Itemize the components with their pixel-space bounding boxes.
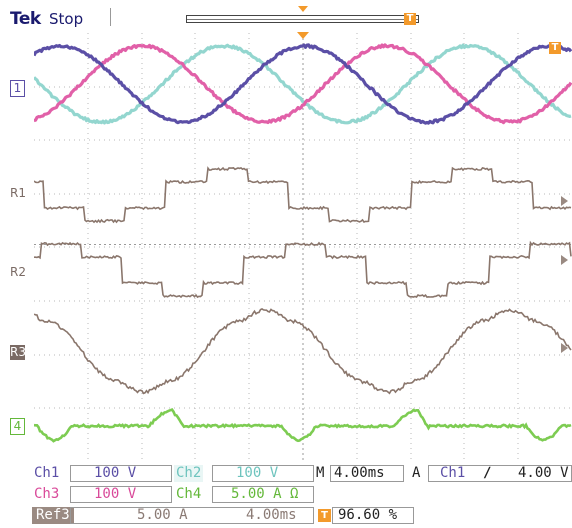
trigger-position-badge: T <box>316 507 333 524</box>
acquisition-state: Stop <box>49 10 83 28</box>
readout-row-2: Ch3 100 V Ch4 5.00 A Ω <box>0 486 572 503</box>
record-view-window[interactable] <box>186 15 419 23</box>
ch3-label[interactable]: Ch3 <box>32 486 61 503</box>
ref2-offscreen-arrow-icon <box>561 255 568 265</box>
timebase-value: 4.00ms <box>332 465 387 482</box>
ref3-label[interactable]: Ref3 <box>32 507 74 524</box>
horizontal-position: 96.60 % <box>336 507 399 524</box>
ch1-scale: 100 V <box>92 465 138 482</box>
ch4-scale: 5.00 A Ω <box>229 486 300 503</box>
graticule <box>34 33 572 462</box>
record-trigger-arrow-icon <box>298 6 308 12</box>
ch1-label[interactable]: Ch1 <box>32 465 61 482</box>
trigger-position-arrow-icon <box>297 32 309 39</box>
waveform-display[interactable] <box>34 33 572 462</box>
ch4-label[interactable]: Ch4 <box>174 486 203 503</box>
status-bar: Tek Stop T <box>0 0 572 30</box>
divider <box>110 8 111 26</box>
trigger-t-icon: T <box>318 509 331 522</box>
trigger-level: 4.00 V <box>516 465 571 482</box>
ref3-horizontal-scale: 4.00ms <box>244 507 299 524</box>
trigger-mode: A <box>410 465 422 482</box>
ref3-vertical-scale: 5.00 A <box>135 507 190 524</box>
ch4-marker[interactable]: 4 <box>10 418 25 435</box>
trigger-position-icon: T <box>404 13 416 25</box>
trigger-slope-icon: ∕ <box>481 465 493 482</box>
ref1-marker[interactable]: R1 <box>10 186 34 201</box>
ref2-marker[interactable]: R2 <box>10 265 34 280</box>
ref3-marker[interactable]: R3 <box>10 345 25 360</box>
ch3-scale: 100 V <box>92 486 138 503</box>
trigger-level-icon: T <box>549 42 561 54</box>
ref3-trace <box>34 309 571 394</box>
brand-logo: Tek <box>10 9 41 29</box>
trigger-source: Ch1 <box>438 465 467 482</box>
ref1-offscreen-arrow-icon <box>561 196 568 206</box>
ch2-label[interactable]: Ch2 <box>174 465 203 482</box>
ch2-scale: 100 V <box>234 465 280 482</box>
readout-row-3: Ref3 5.00 A 4.00ms T 96.60 % <box>0 507 572 524</box>
ref3-offscreen-arrow-icon <box>561 343 568 353</box>
ch1-marker[interactable]: 1 <box>10 80 25 97</box>
readout-row-1: Ch1 100 V Ch2 100 V M 4.00ms A Ch1 ∕ 4.0… <box>0 465 572 482</box>
timebase-prefix: M <box>314 465 326 482</box>
